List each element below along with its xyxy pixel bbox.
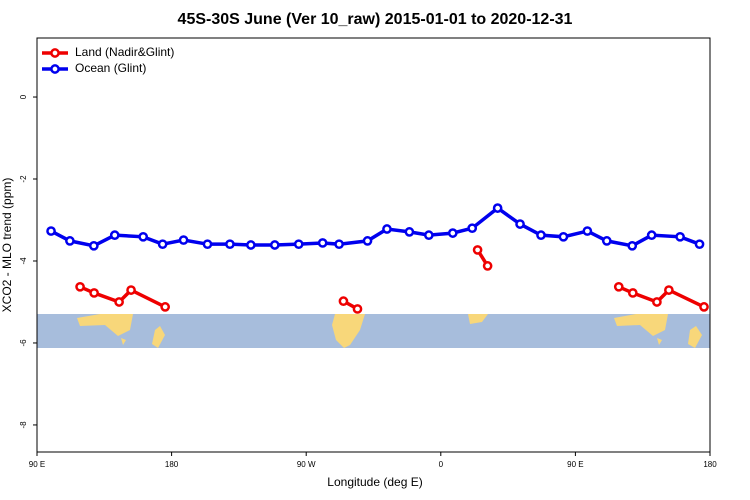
data-point [338, 296, 349, 307]
data-point [675, 231, 685, 242]
data-point [467, 223, 478, 234]
legend-label: Land (Nadir&Glint) [75, 45, 174, 59]
x-tick-label: 180 [165, 460, 179, 469]
data-point [382, 224, 392, 234]
data-point [664, 285, 674, 295]
legend-label: Ocean (Glint) [75, 61, 146, 75]
data-point [601, 236, 612, 246]
data-point [646, 230, 657, 241]
data-point [694, 239, 705, 250]
data-point [423, 230, 434, 241]
data-point [178, 235, 189, 245]
data-point [536, 230, 546, 241]
data-point [492, 203, 503, 213]
data-point [317, 238, 328, 248]
data-point [75, 281, 85, 292]
x-tick-label: 0 [439, 460, 444, 469]
y-tick-label: -6 [19, 339, 28, 347]
data-point [627, 288, 638, 298]
data-point [109, 230, 120, 241]
data-point [293, 239, 304, 250]
data-point [114, 297, 124, 307]
data-point [334, 239, 344, 250]
y-tick-label: -8 [19, 421, 28, 429]
data-point [88, 240, 99, 251]
data-point [202, 239, 213, 250]
y-tick-label: 0 [19, 94, 28, 99]
data-point [269, 240, 280, 250]
data-point [246, 240, 256, 250]
data-point [652, 297, 662, 307]
legend-marker [50, 48, 60, 58]
data-point [89, 288, 99, 298]
series-line [79, 248, 705, 311]
y-axis-label: XCO2 - MLO trend (ppm) [0, 178, 14, 313]
data-point [627, 240, 638, 251]
legend-marker [50, 64, 60, 74]
y-tick-label: -4 [19, 257, 28, 265]
data-point [46, 226, 56, 236]
data-point [582, 226, 593, 236]
x-tick-label: 90 E [29, 460, 45, 469]
y-tick-label: -2 [19, 175, 28, 183]
data-point [447, 228, 458, 238]
data-point [352, 304, 363, 314]
x-tick-label: 90 W [297, 460, 316, 469]
chart-title: 45S-30S June (Ver 10_raw) 2015-01-01 to … [178, 11, 573, 28]
data-point [699, 302, 709, 312]
x-tick-label: 90 E [567, 460, 583, 469]
data-point [362, 236, 373, 246]
map-band [37, 314, 710, 348]
data-point [515, 219, 525, 229]
x-tick-label: 180 [703, 460, 717, 469]
data-point [482, 261, 493, 271]
plot-frame [36, 37, 711, 453]
data-point [404, 227, 415, 237]
data-point [138, 231, 149, 242]
data-point [157, 239, 168, 250]
x-axis-label: Longitude (deg E) [327, 475, 422, 489]
data-point [613, 281, 624, 292]
data-point [472, 245, 483, 255]
data-point [126, 285, 136, 295]
data-point [65, 236, 75, 246]
data-point [558, 231, 569, 242]
data-point [225, 239, 235, 250]
data-point [160, 302, 171, 312]
